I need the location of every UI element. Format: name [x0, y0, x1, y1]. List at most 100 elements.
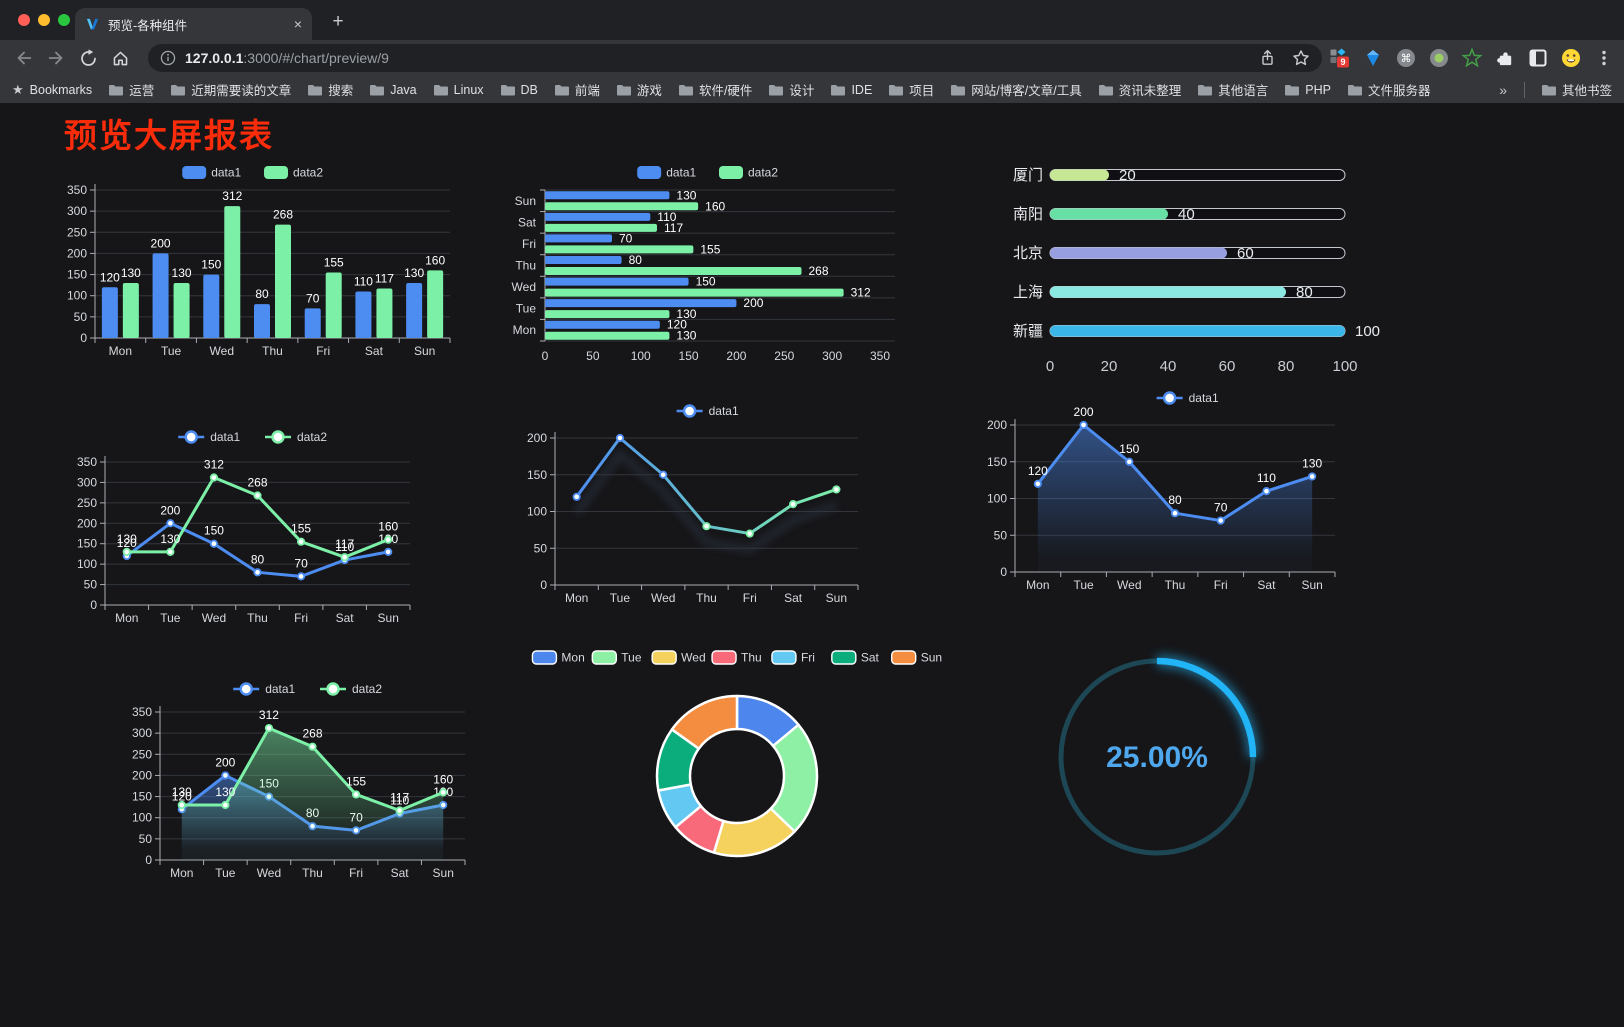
- svg-text:Fri: Fri: [743, 591, 757, 605]
- bookmark-folder-item[interactable]: 搜索: [308, 80, 353, 99]
- svg-text:250: 250: [132, 747, 152, 761]
- bookmark-star-icon[interactable]: [1292, 49, 1310, 67]
- svg-text:160: 160: [433, 772, 453, 786]
- svg-text:上海: 上海: [1013, 284, 1043, 301]
- svg-text:312: 312: [851, 286, 871, 300]
- bookmark-folder-item[interactable]: 项目: [889, 80, 934, 99]
- svg-text:Sat: Sat: [365, 344, 384, 358]
- bookmark-folder-item[interactable]: Linux: [433, 83, 484, 97]
- svg-text:130: 130: [121, 266, 141, 280]
- svg-text:130: 130: [676, 329, 696, 343]
- bookmark-folder-item[interactable]: 近期需要读的文章: [171, 80, 291, 99]
- bookmark-folder-label: 搜索: [328, 84, 354, 98]
- recorder-extension-icon[interactable]: [1429, 48, 1449, 68]
- svg-text:130: 130: [172, 785, 192, 799]
- svg-text:200: 200: [160, 503, 180, 517]
- maximize-window-button[interactable]: [58, 14, 70, 26]
- content: 预览大屏报表 0 50 100 150 200 250 300 350 Mon Tue Wed Thu…: [0, 103, 1624, 1027]
- svg-text:0: 0: [90, 598, 97, 612]
- share-icon[interactable]: [1259, 49, 1276, 67]
- folder-icon: [109, 84, 124, 95]
- bookmark-folder-label: 前端: [574, 84, 600, 98]
- bookmark-folder-item[interactable]: 网站/博客/文章/工具: [951, 80, 1082, 99]
- tab-manager-extension-icon[interactable]: 9: [1330, 48, 1350, 68]
- bookmarks-overflow-chevron[interactable]: »: [1499, 81, 1507, 98]
- svg-text:150: 150: [77, 537, 97, 551]
- folder-icon: [308, 84, 323, 95]
- svg-text:Tue: Tue: [161, 344, 182, 358]
- bar-chart: 0 50 100 150 200 250 300 350 Mon Tue Wed Thu Fri Sat S…: [45, 150, 465, 365]
- svg-text:130: 130: [215, 785, 235, 799]
- svg-text:130: 130: [676, 188, 696, 202]
- bookmark-folder-item[interactable]: PHP: [1285, 83, 1331, 97]
- folder-icon: [1098, 84, 1113, 95]
- svg-text:110: 110: [390, 793, 409, 807]
- svg-text:50: 50: [586, 349, 600, 363]
- bookmark-folder-item[interactable]: 运营: [109, 80, 154, 99]
- forward-icon[interactable]: [46, 48, 66, 68]
- new-tab-button[interactable]: +: [332, 11, 344, 32]
- close-window-button[interactable]: [18, 14, 30, 26]
- svg-text:120: 120: [100, 270, 120, 284]
- bookmark-folder-item[interactable]: 文件服务器: [1347, 80, 1430, 99]
- gem-extension-icon[interactable]: [1363, 48, 1383, 68]
- svg-text:南阳: 南阳: [1013, 206, 1043, 223]
- side-panel-icon[interactable]: [1528, 48, 1548, 68]
- reload-icon[interactable]: [78, 48, 98, 68]
- svg-text:200: 200: [67, 246, 87, 260]
- svg-text:120: 120: [667, 318, 687, 332]
- hbar-chart: data1 data2 Mon 120 130 Tue 200 130 Wed 150 312 Thu…: [500, 150, 920, 372]
- green-star-extension-icon[interactable]: [1461, 47, 1483, 68]
- svg-text:100: 100: [1355, 323, 1380, 340]
- svg-text:350: 350: [870, 349, 890, 363]
- svg-text:data1: data1: [709, 404, 739, 418]
- bookmark-folder-item[interactable]: IDE: [831, 83, 872, 97]
- svg-text:20: 20: [1101, 358, 1118, 375]
- extension-badge: 9: [1340, 57, 1345, 67]
- extensions-puzzle-icon[interactable]: [1495, 48, 1515, 68]
- bookmark-folder-item[interactable]: 游戏: [616, 80, 662, 99]
- svg-text:Fri: Fri: [349, 866, 363, 880]
- bookmark-folder-item[interactable]: DB: [500, 83, 538, 97]
- svg-text:100: 100: [1332, 358, 1357, 375]
- window-controls: [18, 14, 70, 26]
- svg-text:Sat: Sat: [784, 591, 803, 605]
- svg-text:200: 200: [132, 768, 152, 782]
- bookmark-folder-item[interactable]: 前端: [554, 80, 600, 99]
- bookmark-folder-item[interactable]: 其他语言: [1198, 80, 1268, 99]
- url-bar[interactable]: 127.0.0.1:3000/#/chart/preview/9: [148, 44, 1322, 72]
- home-icon[interactable]: [110, 48, 130, 68]
- svg-text:150: 150: [132, 790, 152, 804]
- browser-tab[interactable]: 预览-各种组件 ×: [75, 8, 312, 40]
- other-bookmarks-folder[interactable]: 其他书签: [1541, 80, 1612, 99]
- svg-text:155: 155: [291, 522, 311, 536]
- svg-text:160: 160: [425, 253, 445, 267]
- folder-icon: [554, 84, 569, 95]
- svg-text:Tue: Tue: [621, 651, 642, 665]
- bookmark-folder-item[interactable]: 设计: [769, 80, 814, 99]
- svg-text:130: 130: [1302, 456, 1322, 470]
- minimize-window-button[interactable]: [38, 14, 50, 26]
- svg-text:268: 268: [809, 264, 829, 278]
- svg-text:Wed: Wed: [512, 280, 536, 294]
- url-host: 127.0.0.1: [185, 50, 244, 66]
- svg-text:200: 200: [77, 516, 97, 530]
- svg-text:312: 312: [259, 708, 279, 722]
- emoji-extension-icon[interactable]: [1561, 48, 1581, 68]
- svg-text:117: 117: [390, 791, 409, 805]
- svg-text:Sat: Sat: [861, 651, 880, 665]
- svg-text:Sat: Sat: [518, 215, 537, 229]
- back-icon[interactable]: [14, 48, 34, 68]
- bookmark-folder-item[interactable]: Java: [370, 82, 417, 97]
- site-info-icon[interactable]: [160, 50, 176, 66]
- svg-text:Mon: Mon: [109, 344, 132, 358]
- bookmarks-manager[interactable]: ★ Bookmarks: [12, 82, 92, 98]
- svg-text:Fri: Fri: [801, 651, 815, 665]
- browser-menu-icon[interactable]: [1594, 48, 1614, 68]
- tab-close-icon[interactable]: ×: [293, 16, 302, 32]
- bookmark-folder-item[interactable]: 软件/硬件: [678, 80, 752, 99]
- bookmark-folder-item[interactable]: 资讯未整理: [1098, 80, 1181, 99]
- bookmarks-bar: ★ Bookmarks 运营 近期需要读的文章 搜索 Java Linux DB 前端 游戏 软…: [0, 76, 1624, 103]
- bookmark-folder-label: Java: [390, 82, 417, 97]
- command-extension-icon[interactable]: ⌘: [1396, 48, 1416, 68]
